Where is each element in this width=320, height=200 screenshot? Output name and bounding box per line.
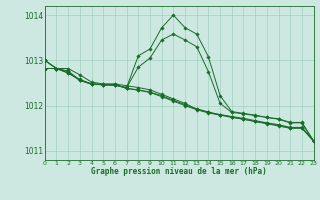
X-axis label: Graphe pression niveau de la mer (hPa): Graphe pression niveau de la mer (hPa) — [91, 167, 267, 176]
